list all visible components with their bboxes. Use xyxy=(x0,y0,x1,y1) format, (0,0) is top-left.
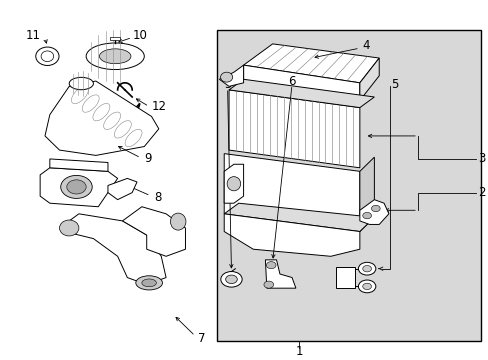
Polygon shape xyxy=(335,267,354,288)
Polygon shape xyxy=(122,207,185,256)
Polygon shape xyxy=(359,200,388,224)
Ellipse shape xyxy=(99,49,131,64)
Polygon shape xyxy=(50,159,108,171)
Polygon shape xyxy=(224,154,359,231)
Circle shape xyxy=(264,281,273,288)
Text: 5: 5 xyxy=(390,78,398,91)
Ellipse shape xyxy=(41,51,54,62)
Text: 12: 12 xyxy=(151,100,166,113)
Circle shape xyxy=(358,262,375,275)
Polygon shape xyxy=(224,214,359,256)
Ellipse shape xyxy=(142,279,156,287)
Polygon shape xyxy=(359,157,374,231)
Text: 11: 11 xyxy=(26,28,41,41)
Ellipse shape xyxy=(69,77,93,90)
Polygon shape xyxy=(243,65,359,100)
Ellipse shape xyxy=(170,213,185,230)
Ellipse shape xyxy=(220,72,232,82)
Polygon shape xyxy=(265,260,295,288)
Text: 3: 3 xyxy=(478,152,485,166)
Text: 1: 1 xyxy=(295,345,303,358)
Ellipse shape xyxy=(36,47,59,66)
Ellipse shape xyxy=(67,180,86,194)
Polygon shape xyxy=(64,214,166,285)
Polygon shape xyxy=(228,79,374,108)
Text: 5: 5 xyxy=(224,78,231,91)
Polygon shape xyxy=(108,179,137,200)
Polygon shape xyxy=(224,203,374,231)
Circle shape xyxy=(362,212,371,219)
Polygon shape xyxy=(219,65,243,86)
Circle shape xyxy=(371,205,379,212)
Ellipse shape xyxy=(86,43,144,69)
Circle shape xyxy=(266,262,276,269)
Text: 8: 8 xyxy=(154,192,161,204)
Polygon shape xyxy=(359,58,379,100)
Ellipse shape xyxy=(61,175,92,198)
Circle shape xyxy=(221,271,242,287)
Circle shape xyxy=(362,283,371,289)
Text: 9: 9 xyxy=(144,152,151,166)
Bar xyxy=(110,37,120,40)
Polygon shape xyxy=(224,164,243,203)
Ellipse shape xyxy=(226,177,240,191)
Ellipse shape xyxy=(136,276,162,290)
Polygon shape xyxy=(243,44,379,83)
Circle shape xyxy=(362,266,371,272)
Circle shape xyxy=(358,280,375,293)
Ellipse shape xyxy=(60,220,79,236)
Text: 2: 2 xyxy=(478,186,485,199)
Text: 4: 4 xyxy=(362,39,369,52)
Text: 7: 7 xyxy=(197,332,204,345)
Text: 6: 6 xyxy=(288,75,295,87)
Bar xyxy=(217,30,480,341)
Polygon shape xyxy=(40,168,118,207)
Circle shape xyxy=(225,275,237,284)
Polygon shape xyxy=(45,81,159,156)
Text: 10: 10 xyxy=(132,28,147,41)
Polygon shape xyxy=(228,90,359,168)
